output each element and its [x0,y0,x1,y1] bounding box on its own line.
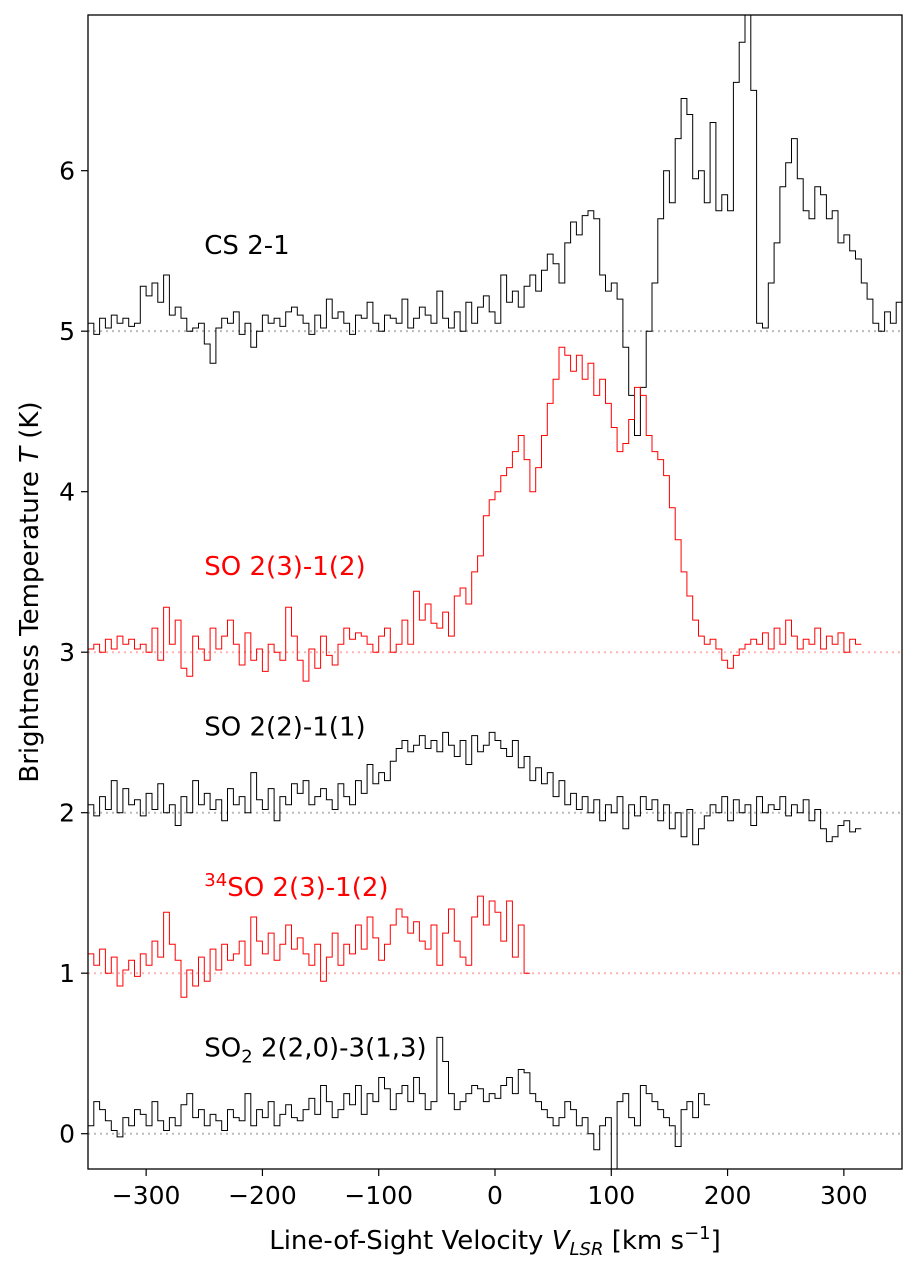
x-tick-label: 0 [487,1181,503,1210]
series-label: SO 2(2)-1(1) [204,713,365,743]
y-tick-label: 1 [59,959,75,988]
y-axis-label: Brightness Temperature T (K) [15,401,45,782]
y-tick-label: 2 [59,799,75,828]
y-tick-label: 6 [59,157,75,186]
spectra-layer [88,14,903,1170]
spectrum-so2-2-2-0-3-1-3- [88,1036,711,1170]
y-tick-label: 0 [59,1120,75,1149]
x-tick-label: 100 [587,1181,635,1210]
x-axis: −300 −200 −100 0 100 200 300 [112,1169,868,1210]
series-label: SO2 2(2,0)-3(1,3) [204,1034,426,1068]
x-tick-label: −300 [112,1181,181,1210]
spectrum-34so-2-3-1-2- [88,895,530,998]
y-tick-label: 3 [59,638,75,667]
series-label: SO 2(3)-1(2) [204,552,365,582]
spectrum-cs-2-1 [88,14,903,436]
series-label: 34SO 2(3)-1(2) [204,870,388,903]
x-axis-label: Line-of-Sight Velocity VLSR [km s−1] [269,1223,721,1260]
spectrum-so-2-2-1-1- [88,731,862,846]
y-axis: 0 1 2 3 4 5 6 [59,157,88,1149]
x-tick-label: −100 [344,1181,413,1210]
y-tick-label: 5 [59,317,75,346]
x-tick-label: 300 [820,1181,868,1210]
x-tick-label: 200 [704,1181,752,1210]
series-label: CS 2-1 [204,231,289,261]
series-labels-layer: CS 2-1 SO 2(3)-1(2) SO 2(2)-1(1) 34SO 2(3)-… [204,231,426,1068]
spectrum-so-2-3-1-2- [88,346,862,682]
y-tick-label: 4 [59,478,75,507]
x-tick-label: −200 [228,1181,297,1210]
